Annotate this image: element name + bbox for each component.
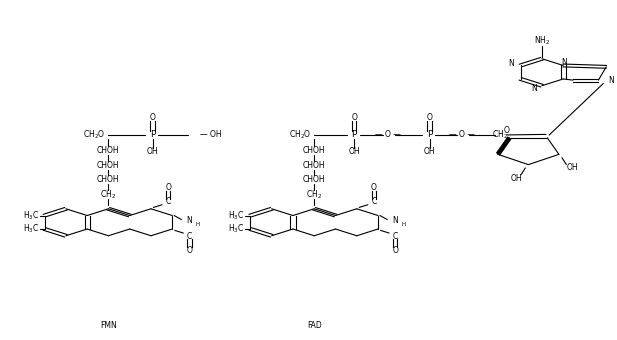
Text: FAD: FAD — [307, 321, 321, 330]
Text: CH$_2$: CH$_2$ — [492, 129, 508, 141]
Text: NH$_2$: NH$_2$ — [534, 35, 550, 48]
Text: OH: OH — [424, 147, 436, 156]
Text: P: P — [352, 131, 357, 139]
Text: H$_3$C: H$_3$C — [228, 223, 245, 235]
Text: N: N — [186, 217, 193, 225]
Text: CH$_2$O: CH$_2$O — [83, 129, 106, 141]
Text: CHOH: CHOH — [97, 146, 120, 155]
Text: C: C — [371, 197, 376, 206]
Text: C: C — [392, 232, 398, 241]
Text: C: C — [187, 232, 192, 241]
Text: O: O — [186, 246, 193, 255]
Text: H: H — [196, 222, 199, 227]
Text: CHOH: CHOH — [303, 175, 326, 184]
Text: CH$_2$: CH$_2$ — [306, 188, 322, 201]
Text: O: O — [427, 113, 433, 122]
Text: H$_3$C: H$_3$C — [228, 209, 245, 222]
Text: H: H — [401, 222, 405, 227]
Text: O: O — [392, 246, 398, 255]
Text: CHOH: CHOH — [97, 175, 120, 184]
Text: OH: OH — [147, 147, 159, 156]
Text: OH: OH — [510, 174, 522, 183]
Text: OH: OH — [566, 163, 578, 172]
Text: N: N — [392, 217, 398, 225]
Text: CHOH: CHOH — [97, 161, 120, 170]
Text: P: P — [150, 131, 155, 139]
Text: C: C — [165, 197, 171, 206]
Text: CHOH: CHOH — [303, 146, 326, 155]
Text: N: N — [508, 59, 515, 68]
Text: H$_3$C: H$_3$C — [23, 209, 39, 222]
Text: — OH: — OH — [200, 131, 222, 139]
Text: CHOH: CHOH — [303, 161, 326, 170]
Text: CH$_2$O: CH$_2$O — [289, 129, 311, 141]
Text: N: N — [561, 58, 567, 67]
Text: FMN: FMN — [100, 321, 117, 330]
Text: — O —: — O — — [375, 131, 401, 139]
Text: O: O — [150, 113, 155, 122]
Text: O: O — [165, 183, 171, 192]
Text: CH$_2$: CH$_2$ — [101, 188, 117, 201]
Text: O: O — [503, 126, 510, 135]
Text: H$_3$C: H$_3$C — [23, 223, 39, 235]
Text: O: O — [371, 183, 377, 192]
Text: — O —: — O — — [449, 131, 474, 139]
Text: P: P — [427, 131, 433, 139]
Text: N: N — [532, 84, 537, 93]
Text: N: N — [608, 76, 613, 85]
Text: O: O — [351, 113, 357, 122]
Text: OH: OH — [349, 147, 360, 156]
